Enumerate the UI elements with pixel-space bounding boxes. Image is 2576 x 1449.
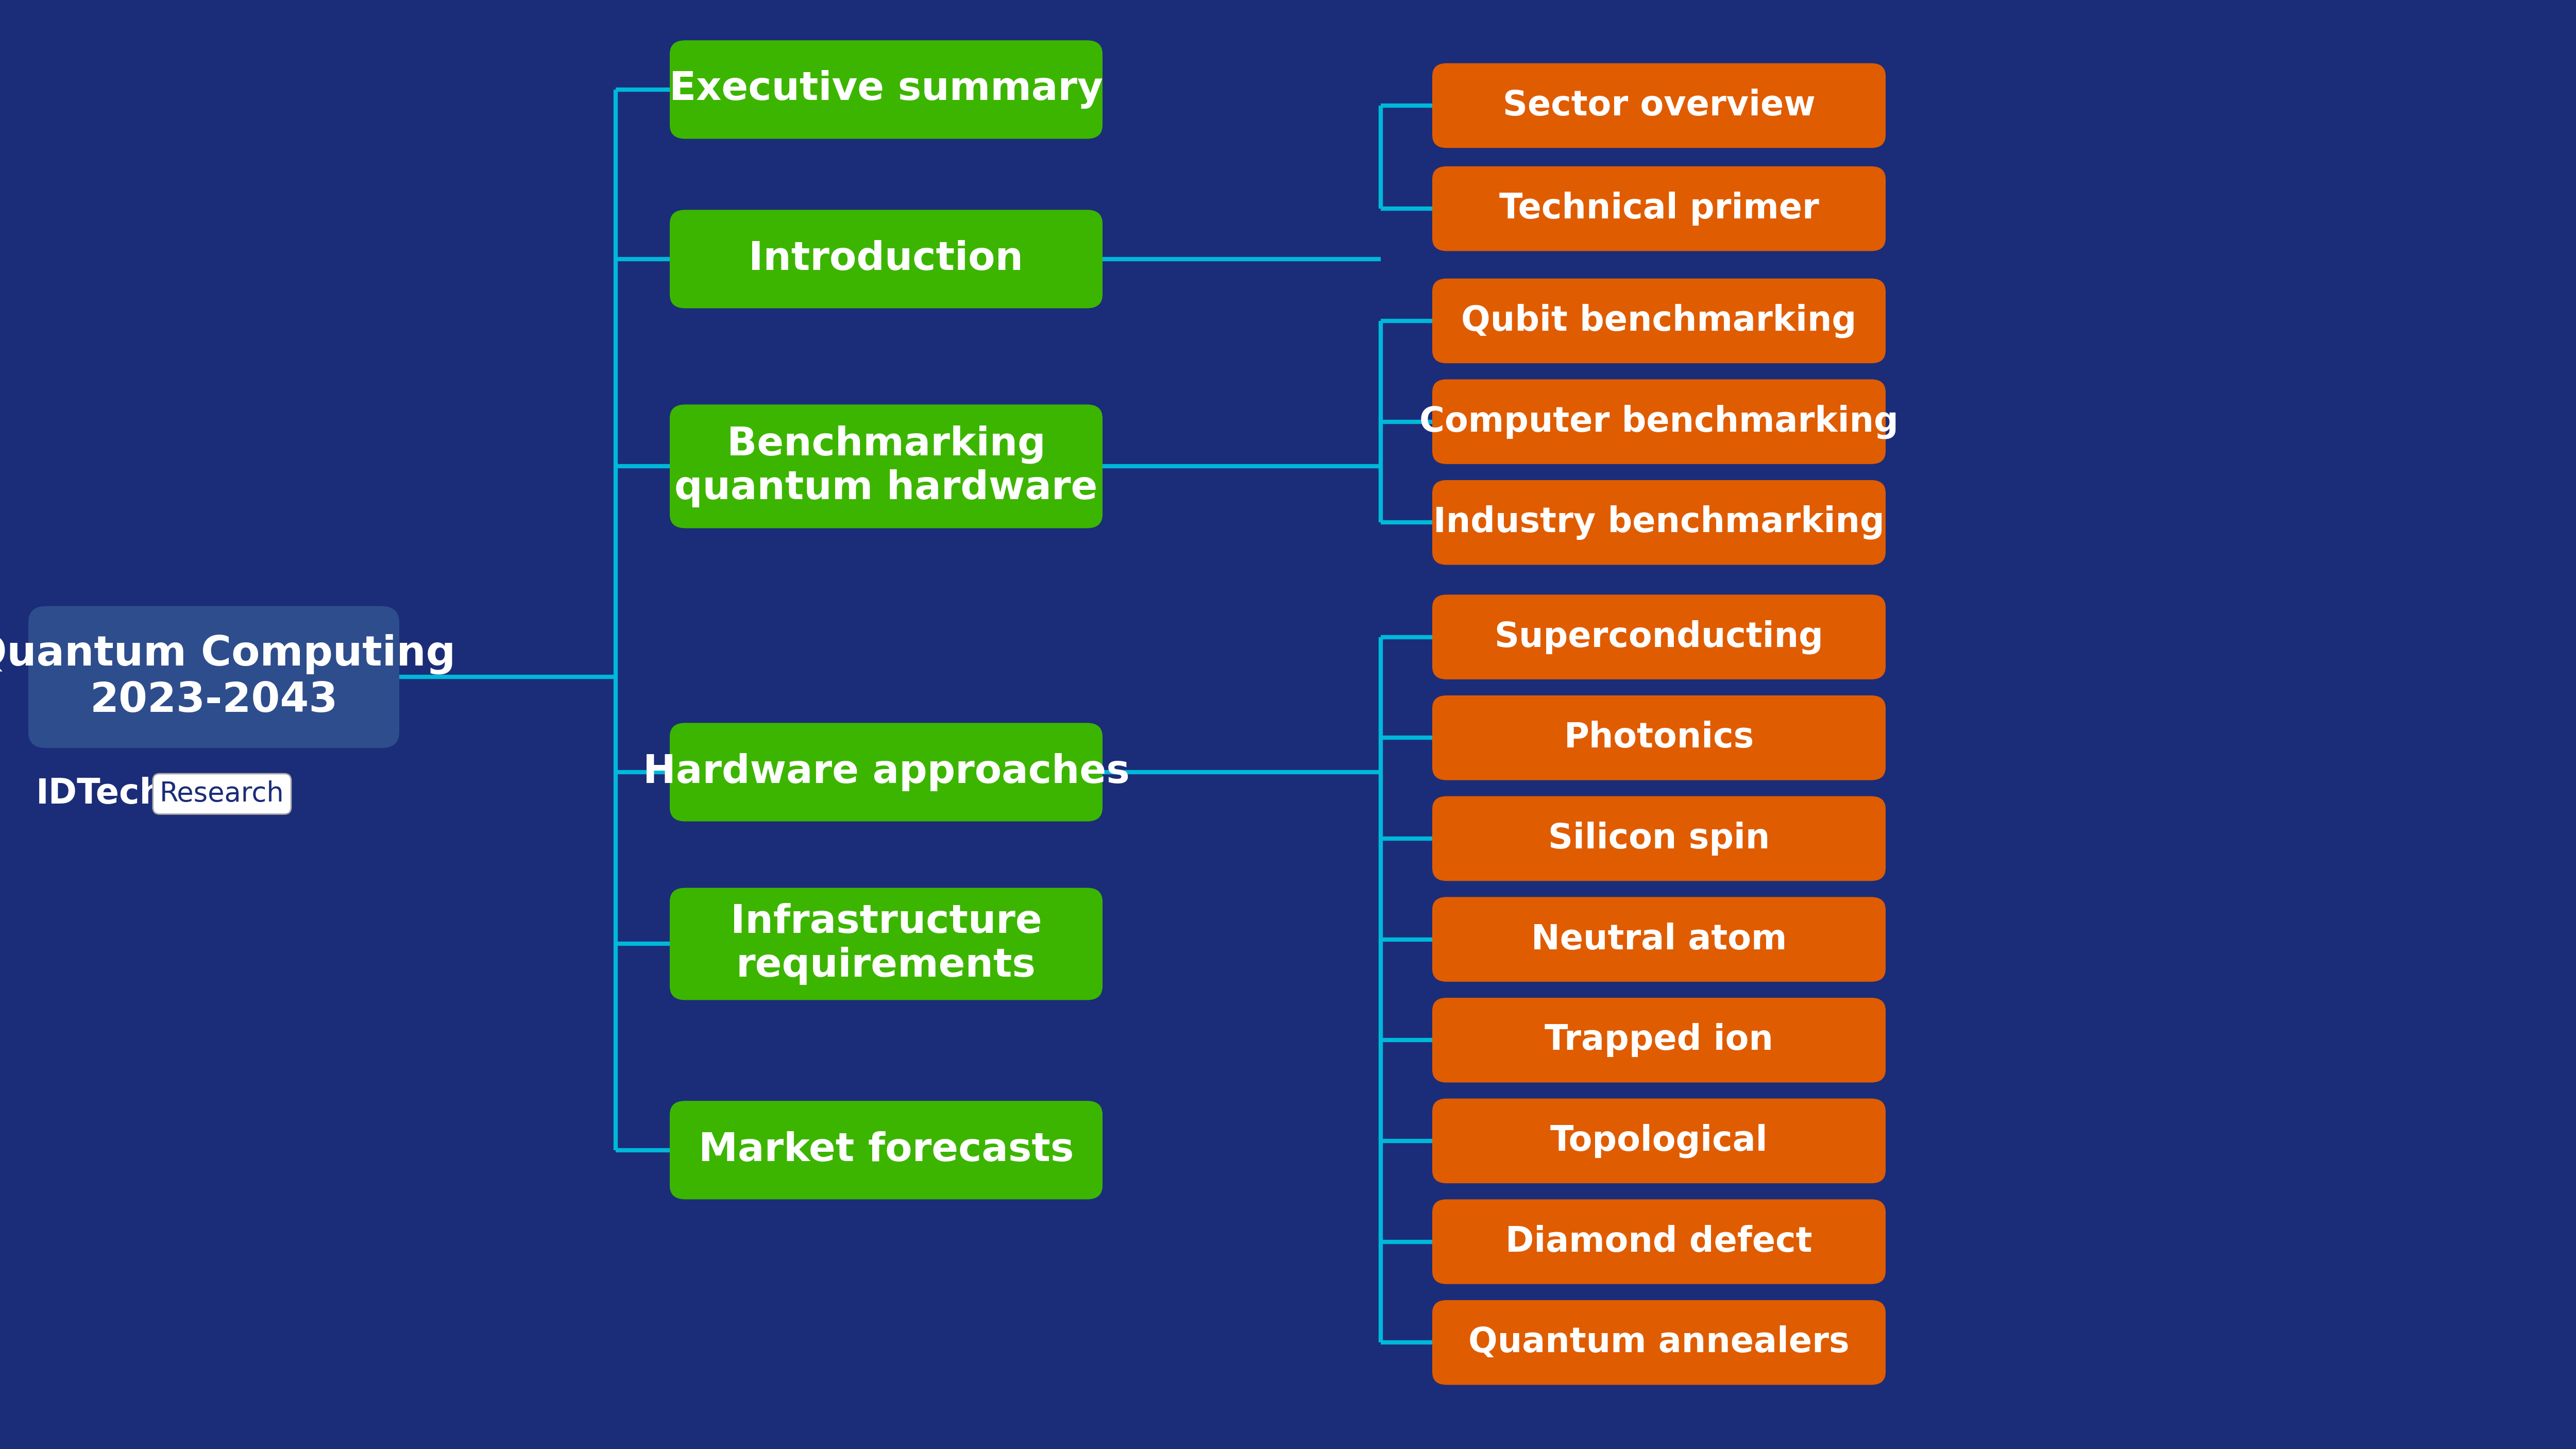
FancyBboxPatch shape [1432, 594, 1886, 680]
FancyBboxPatch shape [1432, 380, 1886, 464]
Text: Sector overview: Sector overview [1502, 88, 1816, 123]
FancyBboxPatch shape [670, 404, 1103, 529]
FancyBboxPatch shape [1432, 480, 1886, 565]
Text: Industry benchmarking: Industry benchmarking [1432, 506, 1886, 539]
Text: Qubit benchmarking: Qubit benchmarking [1461, 304, 1857, 338]
Text: Diamond defect: Diamond defect [1504, 1224, 1814, 1259]
FancyBboxPatch shape [1432, 696, 1886, 780]
FancyBboxPatch shape [670, 723, 1103, 822]
FancyBboxPatch shape [1432, 796, 1886, 881]
Text: Technical primer: Technical primer [1499, 191, 1819, 226]
Text: Silicon spin: Silicon spin [1548, 822, 1770, 855]
FancyBboxPatch shape [670, 1101, 1103, 1200]
FancyBboxPatch shape [670, 888, 1103, 1000]
Text: Introduction: Introduction [750, 241, 1023, 278]
FancyBboxPatch shape [1432, 64, 1886, 148]
Text: Infrastructure
requirements: Infrastructure requirements [732, 903, 1041, 985]
Text: Benchmarking
quantum hardware: Benchmarking quantum hardware [675, 425, 1097, 507]
FancyBboxPatch shape [670, 41, 1103, 139]
FancyBboxPatch shape [1432, 1200, 1886, 1284]
Text: Photonics: Photonics [1564, 720, 1754, 755]
Text: Market forecasts: Market forecasts [698, 1132, 1074, 1169]
FancyBboxPatch shape [28, 606, 399, 748]
Text: Executive summary: Executive summary [670, 70, 1103, 109]
Text: Computer benchmarking: Computer benchmarking [1419, 404, 1899, 439]
FancyBboxPatch shape [1432, 998, 1886, 1082]
Text: Trapped ion: Trapped ion [1546, 1023, 1772, 1058]
FancyBboxPatch shape [1432, 167, 1886, 251]
Text: Quantum annealers: Quantum annealers [1468, 1326, 1850, 1359]
FancyBboxPatch shape [670, 210, 1103, 309]
Text: Neutral atom: Neutral atom [1530, 923, 1788, 956]
Text: Superconducting: Superconducting [1494, 620, 1824, 653]
Text: Research: Research [160, 781, 283, 807]
FancyBboxPatch shape [1432, 1300, 1886, 1385]
Text: IDTechEx: IDTechEx [36, 777, 211, 811]
Text: Topological: Topological [1551, 1124, 1767, 1158]
Text: Quantum Computing
2023-2043: Quantum Computing 2023-2043 [0, 633, 456, 720]
FancyBboxPatch shape [1432, 897, 1886, 982]
FancyBboxPatch shape [1432, 278, 1886, 364]
FancyBboxPatch shape [1432, 1098, 1886, 1184]
Text: Hardware approaches: Hardware approaches [644, 753, 1128, 791]
